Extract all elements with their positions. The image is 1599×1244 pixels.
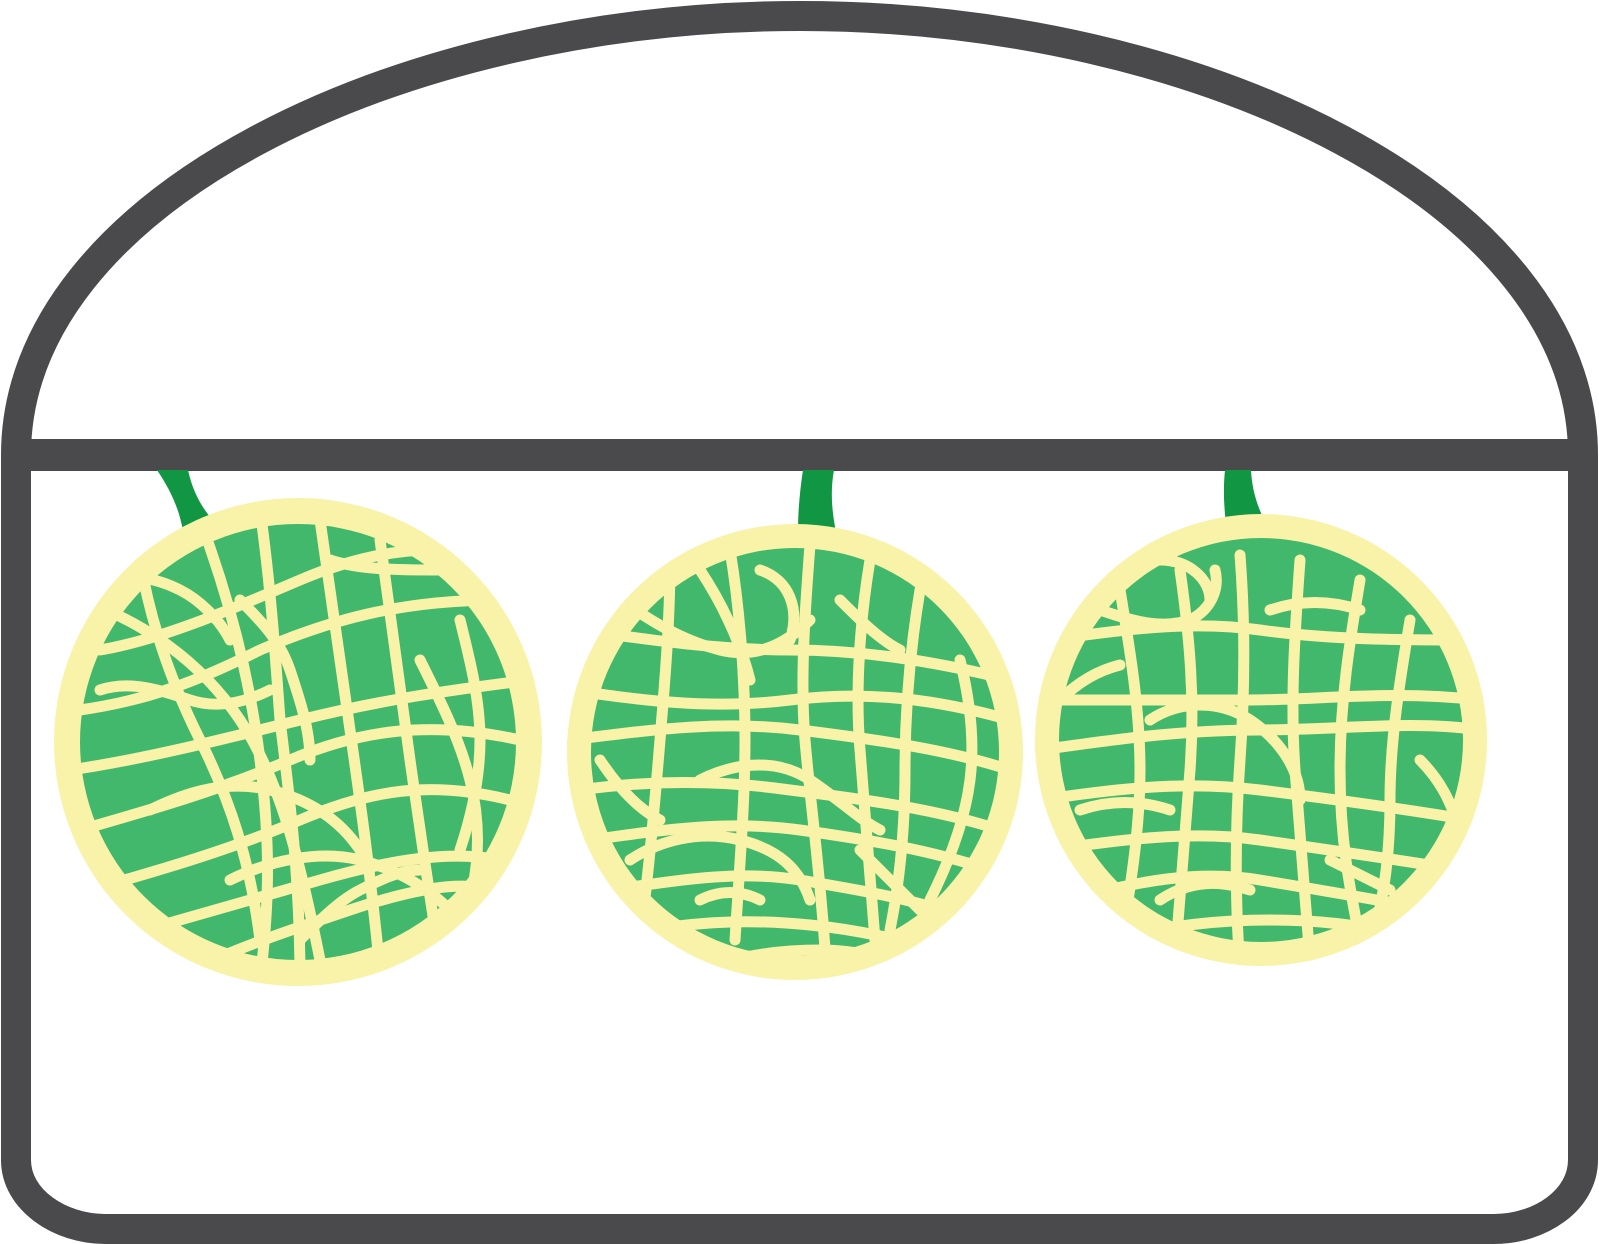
box-lid <box>1 0 1598 470</box>
left-melon-netting <box>64 504 536 986</box>
left-melon <box>54 470 542 986</box>
box-body <box>1 455 1598 1244</box>
center-melon-netting <box>567 539 1016 976</box>
right-melon-stem <box>1223 470 1265 525</box>
center-melon-stem <box>798 470 836 532</box>
center-melon <box>567 470 1023 980</box>
right-melon <box>1035 470 1487 966</box>
left-melon-flesh <box>80 524 516 960</box>
right-melon-netting <box>1035 549 1486 966</box>
